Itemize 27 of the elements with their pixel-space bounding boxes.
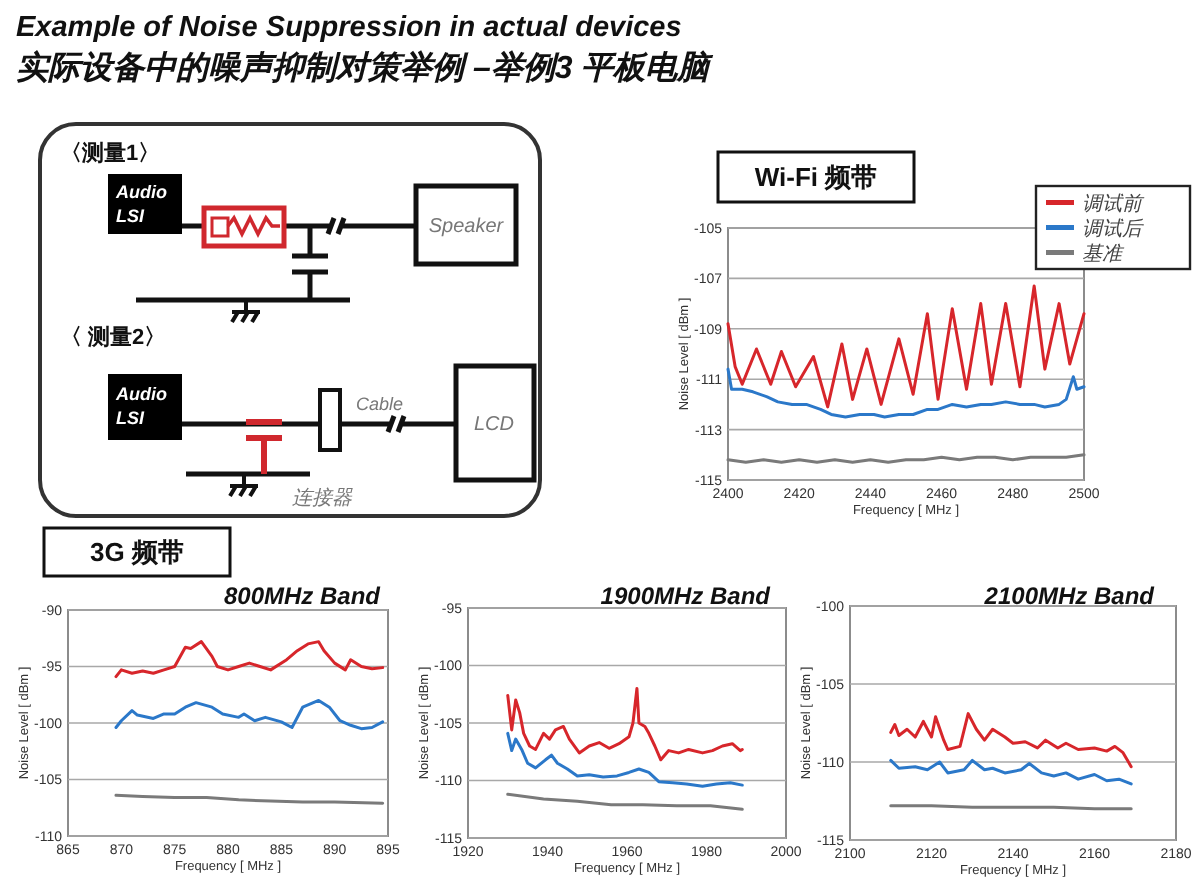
line-series bbox=[889, 712, 1133, 769]
legend-label: 基准 bbox=[1082, 241, 1126, 266]
text: 〈测量1〉 bbox=[60, 140, 161, 166]
line-series bbox=[114, 698, 385, 731]
line-series bbox=[726, 367, 1086, 419]
text: Speaker bbox=[428, 216, 505, 238]
text: LCD bbox=[473, 414, 515, 436]
line-series bbox=[506, 687, 744, 762]
legend-label: 调试前 bbox=[1082, 191, 1146, 216]
line-series bbox=[506, 792, 744, 811]
chart-title: 800MHz Band bbox=[223, 582, 382, 610]
text: Cable bbox=[356, 394, 404, 414]
line-series bbox=[506, 731, 744, 788]
text: Example of Noise Suppression in actual devices bbox=[16, 12, 682, 44]
text: Audio LSI bbox=[114, 384, 168, 428]
line-series bbox=[889, 758, 1133, 786]
text: Audio LSI bbox=[114, 182, 168, 226]
chart-title: Wi-Fi 频带 bbox=[754, 162, 878, 193]
chart-title: 1900MHz Band bbox=[600, 582, 772, 610]
line-series bbox=[726, 284, 1086, 409]
text: 实际设备中的噪声抑制对策举例 –举例3 平板电脑 bbox=[16, 50, 716, 86]
chart-title: 2100MHz Band bbox=[982, 582, 1156, 610]
text: 〈 测量2〉 bbox=[60, 324, 167, 350]
line-series bbox=[114, 640, 385, 679]
text: 连接器 bbox=[292, 486, 354, 510]
text: 3G 频带 bbox=[90, 537, 184, 568]
legend-label: 调试后 bbox=[1082, 216, 1144, 241]
